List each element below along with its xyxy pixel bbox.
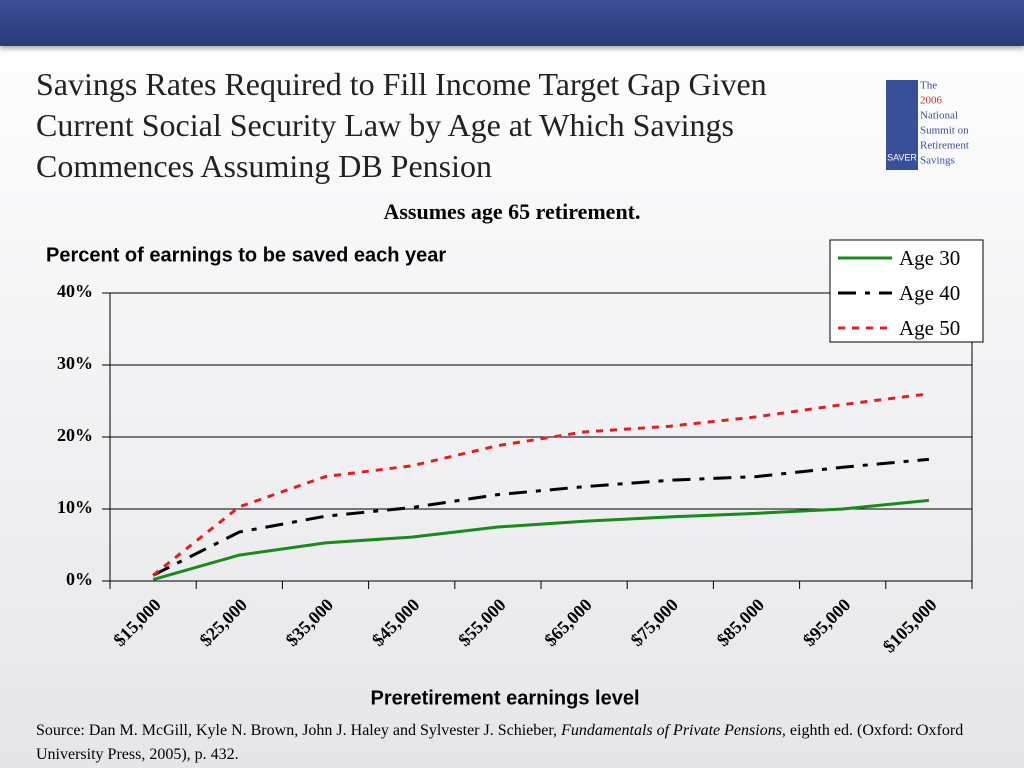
y-tick-label: 40%	[57, 281, 93, 301]
legend-label: Age 40	[899, 281, 960, 305]
series-line	[152, 392, 930, 577]
logo-text: Savings	[920, 155, 955, 167]
source-text: Source: Dan M. McGill, Kyle N. Brown, Jo…	[36, 722, 562, 739]
y-tick-label: 20%	[57, 425, 93, 445]
x-tick-label: $15,000	[109, 595, 165, 651]
chart-title: Savings Rates Required to Fill Income Ta…	[36, 66, 767, 184]
logo-badge-bg	[886, 80, 918, 170]
x-tick-label: $55,000	[454, 595, 510, 651]
x-tick-label: $35,000	[282, 595, 338, 651]
logo-text: The	[920, 80, 937, 92]
legend-label: Age 30	[899, 246, 960, 270]
series-line	[152, 457, 930, 577]
x-tick-label: $25,000	[196, 595, 252, 651]
y-tick-label: 30%	[57, 353, 93, 373]
x-axis-label: Preretirement earnings level	[370, 687, 639, 709]
header-bar	[0, 0, 1024, 46]
logo-text: Summit on	[920, 125, 969, 137]
source-text: , eighth ed. (Oxford: Oxford University …	[36, 722, 964, 763]
x-tick-label: $95,000	[799, 595, 855, 651]
y-tick-label: 0%	[66, 569, 93, 589]
logo-text: National	[920, 110, 958, 122]
x-tick-label: $65,000	[540, 595, 596, 651]
y-axis-label: Percent of earnings to be saved each yea…	[46, 244, 446, 266]
y-tick-label: 10%	[57, 497, 93, 517]
chart-subtitle: Assumes age 65 retirement.	[383, 199, 640, 224]
x-tick-label: $85,000	[713, 595, 769, 651]
logo-text: Retirement	[920, 140, 969, 152]
x-tick-label: $45,000	[368, 595, 424, 651]
logo-badge: SAVER	[887, 152, 917, 162]
source-note: Source: Dan M. McGill, Kyle N. Brown, Jo…	[36, 719, 996, 767]
x-tick-label: $105,000	[879, 595, 941, 657]
legend-label: Age 50	[899, 316, 960, 340]
series-line	[152, 498, 930, 582]
source-book: Fundamentals of Private Pensions	[561, 722, 782, 739]
logo-text: 2006	[920, 95, 943, 107]
x-tick-label: $75,000	[627, 595, 683, 651]
